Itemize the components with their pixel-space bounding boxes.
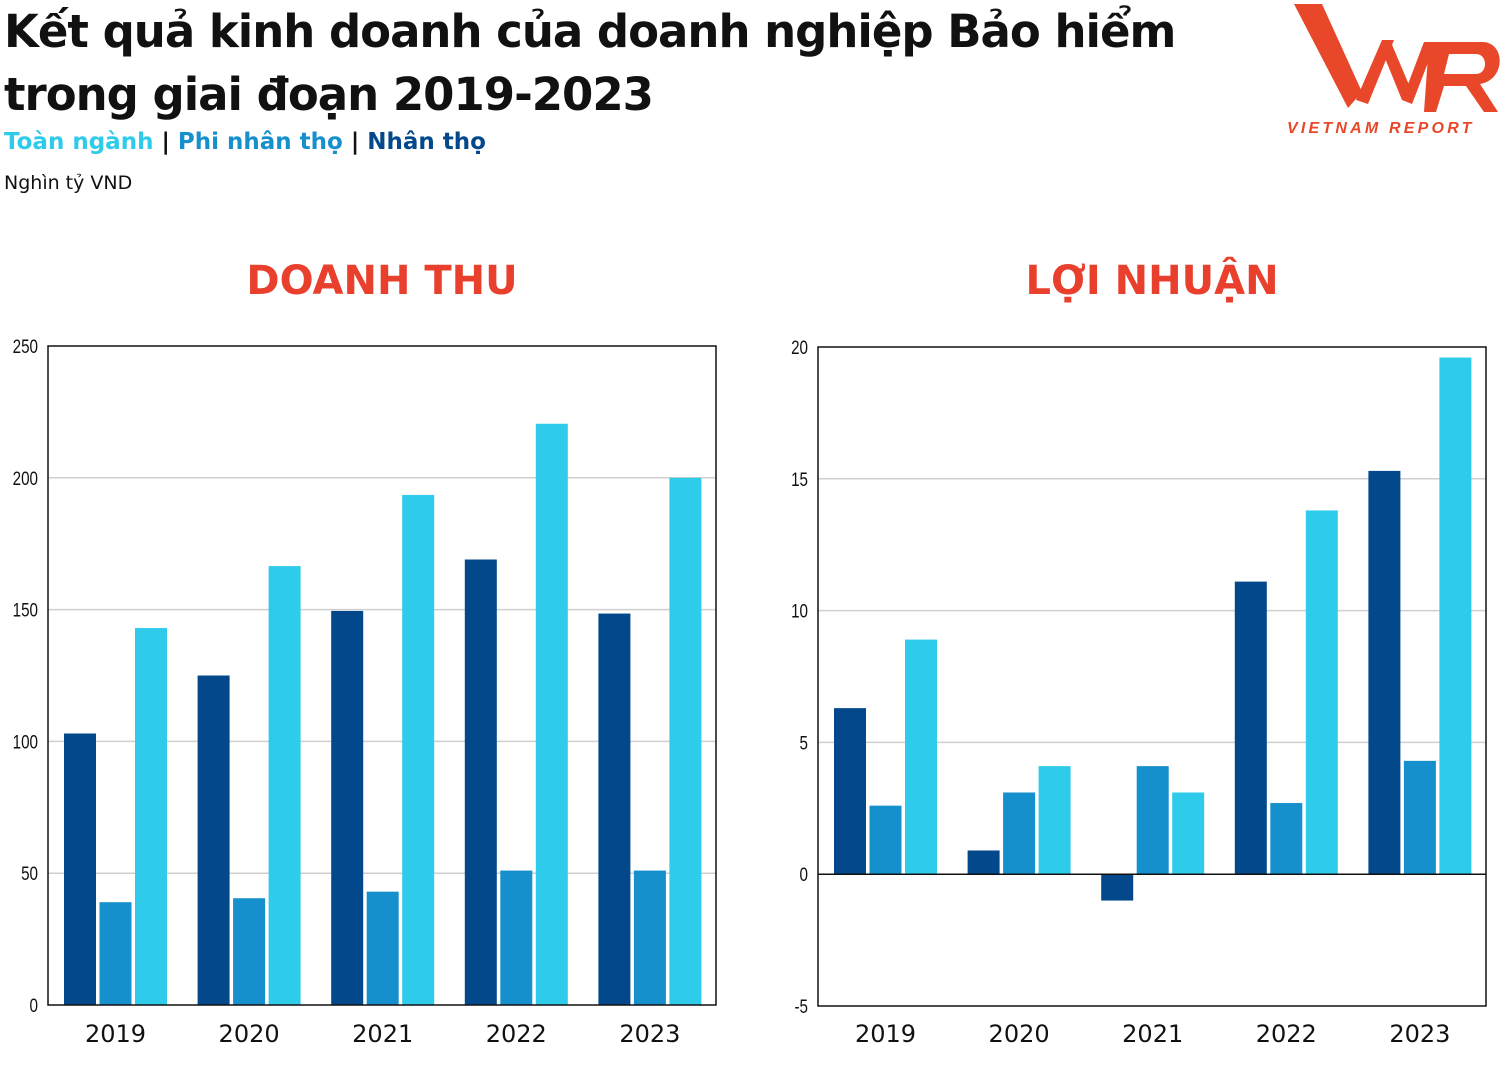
x-tick-label: 2022 bbox=[1256, 1020, 1317, 1048]
bar-2022-nonlife bbox=[1270, 803, 1303, 875]
chart-title: LỢI NHUẬN bbox=[1025, 256, 1278, 304]
y-tick-label: 20 bbox=[791, 336, 808, 358]
page-title: Kết quả kinh doanh của doanh nghiệp Bảo … bbox=[4, 0, 1176, 126]
x-tick-label: 2021 bbox=[352, 1020, 413, 1048]
bar-2019-total bbox=[905, 639, 937, 875]
bar-2020-life bbox=[967, 850, 1000, 875]
y-tick-label: 50 bbox=[21, 863, 38, 885]
legend-life: Nhân thọ bbox=[367, 129, 486, 155]
bar-2022-total bbox=[535, 423, 568, 1006]
bar-2019-total bbox=[135, 628, 167, 1005]
bar-2023-nonlife bbox=[1403, 760, 1436, 875]
y-tick-label: 0 bbox=[30, 994, 38, 1016]
vnr-logo: VIETNAM REPORT bbox=[1287, 4, 1500, 137]
y-tick-label: 15 bbox=[791, 468, 808, 490]
bar-2020-total bbox=[1038, 766, 1071, 875]
plot-frame bbox=[817, 346, 1487, 1007]
bar-2020-total bbox=[268, 566, 301, 1005]
x-tick-label: 2023 bbox=[1389, 1020, 1450, 1048]
bar-2021-life bbox=[1101, 874, 1134, 901]
x-tick-label: 2020 bbox=[219, 1020, 280, 1048]
bar-2020-life bbox=[197, 675, 230, 1005]
y-tick-label: 150 bbox=[13, 599, 38, 621]
y-tick-label: 10 bbox=[791, 600, 808, 622]
bar-2023-nonlife bbox=[633, 870, 666, 1005]
y-tick-label: 5 bbox=[800, 732, 808, 754]
chart-title: DOANH THU bbox=[246, 258, 517, 304]
y-tick-label: 250 bbox=[13, 335, 38, 357]
bar-2022-life bbox=[1234, 581, 1267, 875]
y-tick-label: -5 bbox=[794, 995, 808, 1017]
bar-2021-total bbox=[1172, 792, 1205, 875]
bar-2019-life bbox=[834, 708, 866, 875]
title-line-2: trong giai đoạn 2019-2023 bbox=[4, 68, 654, 121]
x-tick-label: 2023 bbox=[619, 1020, 680, 1048]
bar-2022-life bbox=[464, 559, 497, 1005]
legend: Toàn ngành | Phi nhân thọ | Nhân thọ bbox=[4, 129, 486, 155]
y-tick-label: 200 bbox=[13, 467, 38, 489]
bar-2022-total bbox=[1305, 510, 1338, 875]
y-tick-label: 100 bbox=[13, 731, 38, 753]
x-tick-label: 2019 bbox=[85, 1020, 146, 1048]
bar-2020-nonlife bbox=[1003, 792, 1036, 875]
bar-2020-nonlife bbox=[233, 898, 266, 1005]
bar-2022-nonlife bbox=[500, 870, 533, 1005]
bar-2023-life bbox=[598, 613, 631, 1005]
x-tick-label: 2019 bbox=[855, 1020, 916, 1048]
x-tick-label: 2022 bbox=[486, 1020, 547, 1048]
bar-2019-nonlife bbox=[869, 805, 902, 875]
bar-2019-nonlife bbox=[99, 902, 132, 1005]
legend-separator: | bbox=[350, 129, 360, 155]
unit-label: Nghìn tỷ VND bbox=[4, 172, 133, 194]
bar-2021-life bbox=[331, 610, 364, 1005]
legend-nonlife: Phi nhân thọ bbox=[177, 129, 343, 155]
plot-frame bbox=[47, 345, 717, 1006]
bar-2021-total bbox=[402, 494, 435, 1005]
bar-2019-life bbox=[64, 733, 96, 1005]
bar-2023-total bbox=[669, 477, 702, 1005]
bar-2023-total bbox=[1439, 357, 1472, 875]
bar-2023-life bbox=[1368, 470, 1401, 875]
legend-separator: | bbox=[161, 129, 170, 155]
x-tick-label: 2020 bbox=[989, 1020, 1050, 1048]
bar-2021-nonlife bbox=[366, 891, 399, 1005]
title-line-1: Kết quả kinh doanh của doanh nghiệp Bảo … bbox=[4, 5, 1176, 58]
y-tick-label: 0 bbox=[800, 864, 808, 886]
logo-subtext: VIETNAM REPORT bbox=[1287, 120, 1475, 137]
x-tick-label: 2021 bbox=[1122, 1020, 1183, 1048]
bar-2021-nonlife bbox=[1136, 766, 1169, 875]
legend-total: Toàn ngành bbox=[4, 129, 154, 155]
